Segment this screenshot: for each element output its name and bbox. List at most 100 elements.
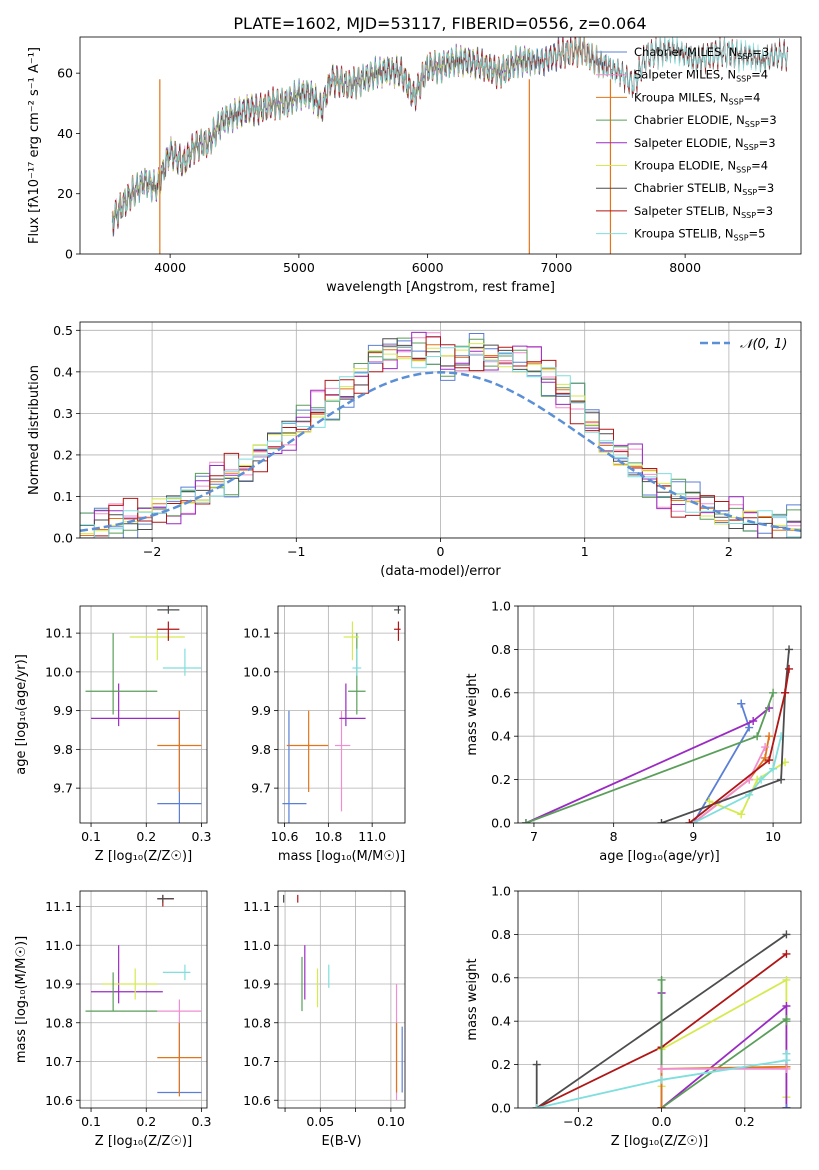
- data-point-MILES_Salpeter: [334, 710, 351, 812]
- legend: 𝒩(0, 1): [700, 337, 787, 352]
- plot-area: [80, 891, 207, 1108]
- series-marker-STELIB_Kroupa: [657, 1075, 666, 1084]
- x-tick-label: 5000: [283, 260, 315, 275]
- series-marker-ELODIE_Chabrier: [657, 975, 666, 984]
- data-point-ELODIE_Salpeter: [91, 683, 180, 727]
- series-line-ELODIE_Chabrier: [660, 980, 788, 1108]
- series-marker-MILES_Salpeter: [761, 743, 770, 752]
- y-tick-label: 0.4: [491, 1014, 511, 1029]
- series-marker-MILES_Chabrier: [737, 699, 746, 708]
- series-marker-STELIB_Chabrier: [532, 1060, 541, 1069]
- x-tick-label: −0.2: [563, 1114, 593, 1129]
- axes-frame: [517, 605, 802, 824]
- series-marker-ELODIE_Salpeter: [749, 717, 758, 726]
- y-tick-label: 9.8: [251, 742, 271, 757]
- series-marker-ELODIE_Kroupa: [705, 797, 714, 806]
- x-tick-label: 10: [765, 829, 781, 844]
- x-axis-label: (data-model)/error: [380, 564, 501, 579]
- legend-entry: Kroupa MILES, NSSP=4: [634, 90, 760, 106]
- histogram-STELIB_Salpeter: [80, 336, 801, 538]
- axes-frame: [79, 890, 208, 1109]
- data-point-ELODIE_Chabrier: [85, 972, 158, 1012]
- legend: Chabrier MILES, NSSP=3 Salpeter MILES, NS…: [596, 45, 777, 243]
- data-point-ELODIE_Kroupa: [102, 968, 158, 1000]
- series-marker-MILES_Chabrier: [745, 723, 754, 732]
- x-tick-label: 11.0: [358, 829, 386, 844]
- spectrum-line-ELODIE_Kroupa: [111, 46, 531, 232]
- x-axis-label: mass [log₁₀(M/M☉)]: [278, 849, 405, 864]
- data-point-ELODIE_Chabrier: [85, 633, 158, 715]
- series-marker-STELIB_Kroupa: [532, 1104, 541, 1108]
- series-marker-ELODIE_Kroupa: [737, 810, 746, 819]
- x-axis-label: Z [log₁₀(Z/Z☉)]: [611, 1134, 708, 1149]
- x-tick-label: 7: [530, 829, 538, 844]
- series-marker-ELODIE_Chabrier: [782, 1017, 791, 1026]
- panel-mass_vs_Z: 0.1 0.2 0.3 10.6 10.7 10.8 10.9 11.0 11.1 Z [log₁…: [14, 890, 212, 1149]
- y-tick-label: 1.0: [491, 884, 511, 899]
- x-tick-label: 1: [581, 544, 589, 559]
- series-line-ELODIE_Chabrier: [525, 692, 774, 823]
- legend-entry: 𝒩(0, 1): [740, 337, 787, 352]
- spectrum-line-MILES_Chabrier: [111, 37, 608, 236]
- series-marker-ELODIE_Salpeter: [782, 1002, 791, 1011]
- y-axis-label: Flux [fλ10⁻¹⁷ erg cm⁻² s⁻¹ A⁻¹]: [27, 47, 42, 244]
- x-axis-label: wavelength [Angstrom, rest frame]: [326, 280, 555, 295]
- histogram-STELIB_Kroupa: [80, 346, 801, 538]
- x-tick-label: 8000: [669, 260, 701, 275]
- x-tick-label: −1: [287, 544, 305, 559]
- legend-entry: Kroupa STELIB, NSSP=5: [634, 227, 765, 243]
- axes-frame: [277, 890, 406, 1109]
- plot-area: [111, 37, 789, 254]
- y-tick-label: 10.8: [243, 1015, 271, 1030]
- x-tick-label: 0.2: [735, 1114, 755, 1129]
- x-tick-label: 0.05: [306, 1114, 334, 1129]
- series-line-MILES_Chabrier: [692, 703, 751, 823]
- series-marker-STELIB_Kroupa: [769, 764, 778, 773]
- y-tick-label: 10.6: [45, 1093, 73, 1108]
- data-point-ELODIE_Salpeter: [91, 945, 163, 1004]
- x-tick-label: 4000: [154, 260, 186, 275]
- y-tick-label: 0.8: [491, 642, 511, 657]
- series-marker-MILES_Kroupa: [657, 1104, 666, 1108]
- y-tick-label: 40: [57, 126, 73, 141]
- data-point-MILES_Chabrier: [282, 710, 307, 823]
- x-tick-label: 0: [437, 544, 445, 559]
- y-tick-label: 0.2: [53, 447, 73, 462]
- y-tick-label: 11.0: [45, 938, 73, 953]
- gaussian-curve: [80, 371, 801, 532]
- y-tick-label: 9.7: [53, 781, 73, 796]
- legend-entry: Chabrier MILES, NSSP=3: [634, 45, 769, 61]
- y-axis-label: mass [log₁₀(M/M☉)]: [14, 936, 29, 1063]
- y-axis-label: Normed distribution: [27, 365, 42, 495]
- y-tick-label: 0.0: [491, 816, 511, 831]
- panel-age_vs_Z: 0.1 0.2 0.3 9.7 9.8 9.9 10.0 10.1 Z [log₁₀(Z/Z☉)…: [14, 605, 211, 864]
- data-point-ELODIE_Salpeter: [339, 683, 366, 727]
- y-tick-label: 11.1: [243, 899, 271, 914]
- y-tick-label: 0.4: [53, 364, 73, 379]
- series-line-ELODIE_Salpeter: [660, 993, 788, 1108]
- panel-residuals: −2 −1 0 1 2 0.0 0.1 0.2 0.3 0.4 0.5 (data-model)/er…: [27, 321, 802, 579]
- data-point-MILES_Kroupa: [157, 710, 202, 792]
- series-line-ELODIE_Salpeter: [525, 707, 770, 823]
- y-tick-label: 0.1: [53, 489, 73, 504]
- y-tick-label: 0.6: [491, 685, 511, 700]
- y-tick-label: 0.6: [491, 970, 511, 985]
- series-marker-MILES_Salpeter: [657, 1064, 666, 1073]
- x-tick-label: 8: [610, 829, 618, 844]
- series-marker-STELIB_Salpeter: [782, 949, 791, 958]
- x-tick-label: 0.3: [192, 1114, 212, 1129]
- y-axis-label: age [log₁₀(age/yr)]: [14, 654, 29, 775]
- y-tick-label: 0.3: [53, 406, 73, 421]
- series-line-STELIB_Chabrier: [661, 649, 790, 823]
- data-point-STELIB_Chabrier: [394, 606, 401, 614]
- x-tick-label: 0.1: [81, 829, 101, 844]
- y-tick-label: 1.0: [491, 599, 511, 614]
- y-tick-label: 10.7: [45, 1054, 73, 1069]
- x-tick-label: 10.6: [271, 829, 299, 844]
- series-line-ELODIE_Kroupa: [660, 978, 788, 1098]
- x-axis-label: age [log₁₀(age/yr)]: [599, 849, 720, 864]
- y-tick-label: 10.6: [243, 1093, 271, 1108]
- y-tick-label: 0.8: [491, 927, 511, 942]
- x-tick-label: 0.1: [81, 1114, 101, 1129]
- series-marker-STELIB_Salpeter: [781, 688, 790, 697]
